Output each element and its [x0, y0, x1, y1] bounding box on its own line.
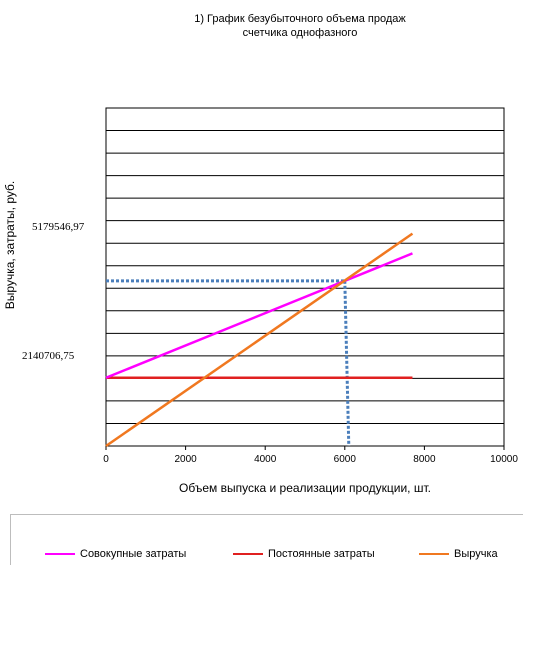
- plot-area-frame: [105, 107, 505, 447]
- legend-label-total-costs: Совокупные затраты: [80, 548, 187, 560]
- breakeven-vertical-guide: [343, 280, 351, 447]
- x-tick-label: 0: [103, 454, 109, 465]
- chart-plot: 0 2000 4000 6000 8000 10000: [103, 107, 518, 465]
- legend-label-fixed-costs: Постоянные затраты: [268, 548, 375, 560]
- legend-swatch-fixed-costs: [233, 553, 263, 555]
- total-costs-line: [105, 252, 413, 379]
- legend-item-total-costs: Совокупные затраты: [45, 548, 186, 560]
- x-tick-label: 10000: [490, 454, 518, 465]
- x-tick-label: 6000: [334, 454, 357, 465]
- x-tick-label: 8000: [413, 454, 436, 465]
- legend-swatch-total-costs: [45, 553, 75, 555]
- chart-title-line1: 1) График безубыточного объема продаж: [194, 13, 406, 25]
- x-tick-label: 2000: [174, 454, 197, 465]
- revenue-line: [105, 232, 414, 448]
- legend-label-revenue: Выручка: [454, 548, 498, 560]
- x-tick-label: 4000: [254, 454, 277, 465]
- chart-title-line2: счетчика однофазного: [242, 27, 358, 39]
- legend-item-revenue: Выручка: [419, 548, 498, 560]
- chart-title: 1) График безубыточного объема продаж сч…: [150, 12, 450, 40]
- legend-swatch-revenue: [419, 553, 449, 555]
- legend-item-fixed-costs: Постоянные затраты: [233, 548, 375, 560]
- x-axis-label: Объем выпуска и реализации продукции, шт…: [179, 481, 431, 495]
- fixed-cost-y-value-label: 2140706,75: [22, 350, 75, 362]
- legend-frame: [10, 514, 523, 565]
- legend: Совокупные затраты Постоянные затраты Вы…: [0, 548, 541, 564]
- breakeven-y-value-label: 5179546,97: [32, 221, 85, 233]
